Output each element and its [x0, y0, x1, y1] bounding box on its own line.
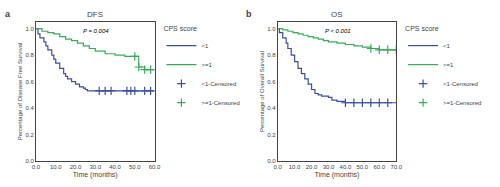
svg-text:<1: <1	[201, 43, 209, 49]
svg-text:>=1-Censored: >=1-Censored	[201, 100, 239, 106]
svg-text:<1: <1	[443, 43, 451, 49]
svg-text:Time (months): Time (months)	[73, 171, 118, 179]
svg-text:0.4: 0.4	[267, 105, 276, 111]
svg-text:70.0: 70.0	[390, 164, 402, 170]
svg-text:P < 0.001: P < 0.001	[325, 28, 351, 34]
svg-text:DFS: DFS	[87, 10, 103, 19]
svg-text:30.0: 30.0	[89, 164, 101, 170]
svg-text:0.6: 0.6	[25, 79, 34, 85]
svg-text:30.0: 30.0	[323, 164, 335, 170]
svg-text:<1-Censored: <1-Censored	[201, 81, 236, 87]
svg-text:60.0: 60.0	[149, 164, 161, 170]
svg-text:>=1: >=1	[443, 62, 454, 68]
svg-text:a: a	[5, 9, 11, 19]
svg-text:1.0: 1.0	[25, 26, 34, 32]
svg-text:0.2: 0.2	[25, 132, 34, 138]
svg-text:P = 0.004: P = 0.004	[83, 28, 109, 34]
svg-text:60.0: 60.0	[373, 164, 385, 170]
svg-text:50.0: 50.0	[357, 164, 369, 170]
svg-text:40.0: 40.0	[109, 164, 121, 170]
svg-text:b: b	[246, 9, 252, 19]
svg-text:0.4: 0.4	[25, 105, 34, 111]
svg-text:OS: OS	[331, 10, 343, 19]
svg-text:0.8: 0.8	[25, 52, 34, 58]
svg-text:40.0: 40.0	[340, 164, 352, 170]
svg-text:>=1: >=1	[201, 62, 212, 68]
svg-text:50.0: 50.0	[129, 164, 141, 170]
svg-text:0.2: 0.2	[267, 132, 276, 138]
svg-text:0.0: 0.0	[25, 158, 34, 164]
svg-text:>=1-Censored: >=1-Censored	[443, 100, 481, 106]
svg-text:0.0: 0.0	[32, 164, 41, 170]
svg-text:10.0: 10.0	[50, 164, 62, 170]
svg-text:1.0: 1.0	[267, 26, 276, 32]
svg-text:Time (months): Time (months)	[315, 171, 360, 179]
svg-text:<1-Censored: <1-Censored	[443, 81, 478, 87]
svg-text:10.0: 10.0	[289, 164, 301, 170]
svg-text:CPS score: CPS score	[163, 25, 197, 32]
svg-text:CPS score: CPS score	[405, 25, 439, 32]
svg-text:Percentage of Disease Free Sur: Percentage of Disease Free Survival	[17, 43, 23, 141]
svg-text:20.0: 20.0	[70, 164, 82, 170]
svg-text:Percentage of Overall Survival: Percentage of Overall Survival	[259, 51, 265, 132]
svg-text:0.8: 0.8	[267, 52, 276, 58]
svg-text:20.0: 20.0	[306, 164, 318, 170]
svg-text:0.0: 0.0	[274, 164, 283, 170]
svg-text:0.6: 0.6	[267, 79, 276, 85]
svg-text:0.0: 0.0	[267, 158, 276, 164]
